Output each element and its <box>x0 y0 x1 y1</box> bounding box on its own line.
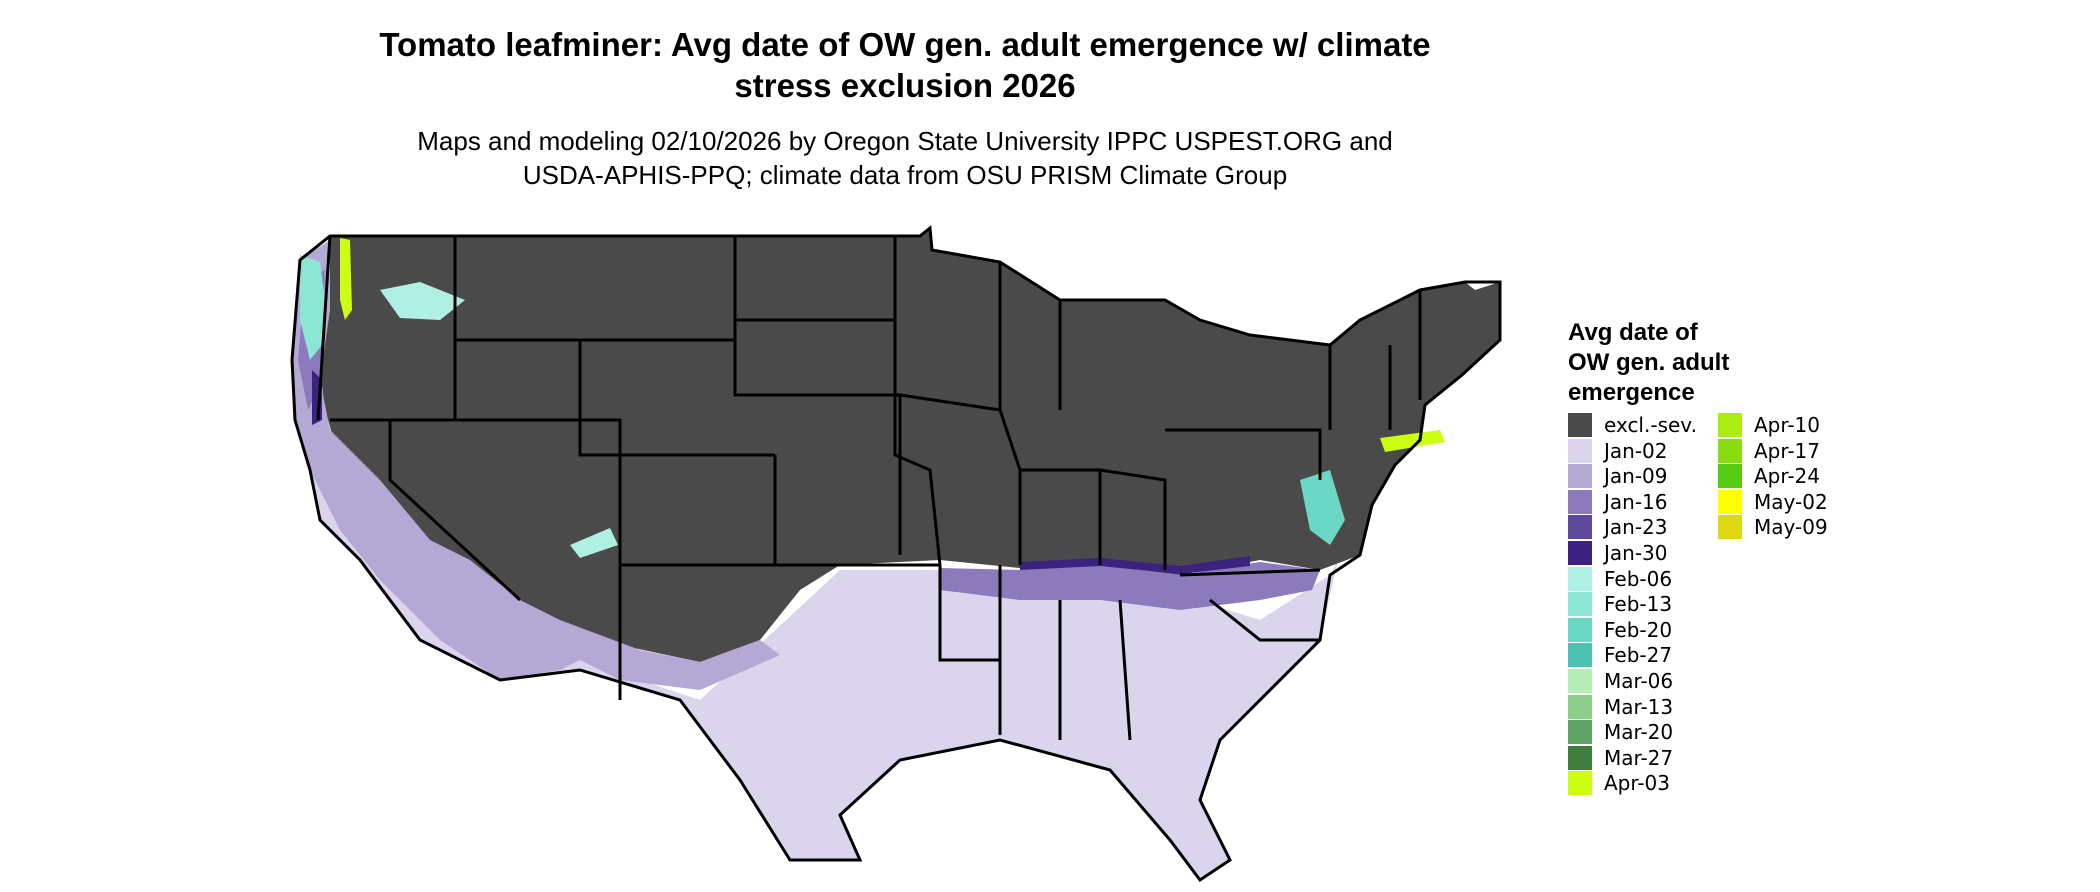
legend-swatch <box>1568 592 1592 617</box>
legend-label: Jan-16 <box>1604 489 1668 514</box>
legend-swatch <box>1568 771 1592 796</box>
legend-label: Apr-24 <box>1754 464 1820 489</box>
legend-label: Feb-06 <box>1604 566 1673 591</box>
legend-swatch <box>1568 745 1592 770</box>
region-feb-06-puget <box>380 282 465 320</box>
legend-swatch <box>1568 566 1592 591</box>
legend-label: Feb-27 <box>1604 643 1673 668</box>
legend-swatch <box>1568 464 1592 489</box>
legend-title-line-1: Avg date of <box>1568 319 1698 346</box>
legend-swatch <box>1718 515 1742 540</box>
map-subtitle-line-2: USDA-APHIS-PPQ; climate data from OSU PR… <box>522 160 1288 190</box>
legend-swatch <box>1568 669 1592 693</box>
region-feb-20-chesapeake <box>1300 470 1345 545</box>
region-jan-30-south-band <box>1020 556 1250 574</box>
legend-label: Mar-13 <box>1604 694 1674 719</box>
legend-label: excl.-sev. <box>1604 413 1697 437</box>
legend-label: Mar-27 <box>1604 745 1674 770</box>
legend-label: Mar-06 <box>1604 669 1674 693</box>
legend-swatch <box>1718 413 1742 437</box>
legend-label: Mar-20 <box>1604 720 1674 745</box>
legend-title-line-2: OW gen. adult <box>1568 349 1730 376</box>
legend-label: May-02 <box>1754 489 1828 514</box>
legend-swatch <box>1568 489 1592 514</box>
region-apr-03-cascades <box>340 238 352 320</box>
region-feb-06-utah <box>570 528 618 558</box>
region-jan-02 <box>300 420 1338 880</box>
legend-swatch <box>1568 720 1592 745</box>
legend-label: Apr-10 <box>1754 413 1820 437</box>
us-emergence-map <box>290 225 1502 883</box>
region-apr-03-long-island <box>1380 430 1445 452</box>
region-feb-13-northwest <box>300 255 325 360</box>
legend-label: Jan-30 <box>1604 541 1668 565</box>
legend-label: Apr-17 <box>1754 438 1820 463</box>
legend-swatch <box>1568 643 1592 668</box>
legend-label: Feb-13 <box>1604 592 1673 617</box>
map-subtitle: Maps and modeling 02/10/2026 by Oregon S… <box>320 124 1490 192</box>
legend-swatch <box>1568 694 1592 719</box>
legend-label: Jan-02 <box>1604 438 1668 463</box>
legend-label: Jan-09 <box>1604 464 1668 489</box>
legend-swatch <box>1568 515 1592 540</box>
map-title-line-2: stress exclusion 2026 <box>734 67 1076 104</box>
region-jan-09-southwest <box>500 600 780 690</box>
legend-swatch <box>1568 541 1592 565</box>
legend-swatch <box>1718 489 1742 514</box>
region-excluded <box>310 228 1500 662</box>
legend-swatch <box>1568 438 1592 463</box>
map-subtitle-line-1: Maps and modeling 02/10/2026 by Oregon S… <box>417 126 1393 156</box>
legend-swatch <box>1718 438 1742 463</box>
legend-label: Jan-23 <box>1604 515 1668 540</box>
legend-label: Apr-03 <box>1604 771 1670 796</box>
legend-label: Feb-20 <box>1604 617 1673 642</box>
legend-swatch <box>1718 464 1742 489</box>
legend-title: Avg date of OW gen. adult emergence <box>1568 318 1828 408</box>
legend-swatch <box>1568 617 1592 642</box>
legend-title-line-3: emergence <box>1568 379 1695 406</box>
legend-swatch <box>1568 413 1592 437</box>
map-title: Tomato leafminer: Avg date of OW gen. ad… <box>280 24 1530 106</box>
map-title-line-1: Tomato leafminer: Avg date of OW gen. ad… <box>379 26 1431 63</box>
legend-label: May-09 <box>1754 515 1828 540</box>
state-borders <box>290 225 1502 883</box>
